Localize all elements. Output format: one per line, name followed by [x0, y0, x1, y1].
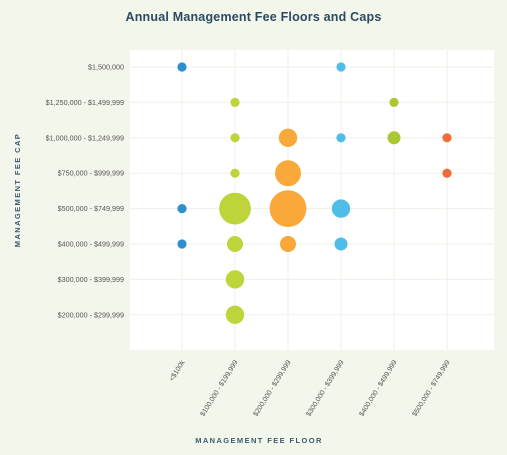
bubble	[269, 190, 307, 228]
x-tick-label: $200,000 - $299,999	[253, 359, 293, 418]
bubble	[177, 62, 187, 72]
bubble	[275, 160, 301, 187]
y-tick-labels: $1,500,000 $1,250,000 - $1,499,999 $1,000,…	[46, 63, 124, 320]
bubble	[177, 239, 187, 249]
y-tick-label: $1,000,000 - $1,249,999	[46, 133, 124, 142]
bubble	[442, 133, 452, 143]
bubble	[280, 236, 296, 252]
y-tick-label: $1,250,000 - $1,499,999	[46, 98, 124, 107]
bubble	[387, 131, 401, 145]
bubble	[336, 133, 346, 143]
y-tick-label: $400,000 - $499,999	[58, 240, 124, 249]
bubble	[336, 62, 346, 72]
bubble	[230, 168, 240, 178]
x-tick-labels: <$100k $100,000 - $199,999 $200,000 - $299…	[168, 359, 451, 418]
bubble	[219, 192, 251, 225]
bubble	[230, 133, 240, 143]
bubble	[177, 204, 187, 214]
bubble	[225, 270, 245, 289]
y-tick-label: $200,000 - $299,999	[58, 310, 124, 319]
x-tick-label: $100,000 - $199,999	[200, 359, 240, 418]
bubble	[334, 237, 348, 251]
y-tick-label: $300,000 - $399,999	[58, 275, 124, 284]
bubble	[227, 236, 243, 252]
x-tick-label: $300,000 - $399,999	[306, 359, 346, 418]
x-tick-label: $400,000 - $499,999	[359, 359, 399, 418]
plot-area	[130, 50, 494, 350]
bubble	[225, 305, 245, 324]
bubble	[278, 128, 298, 147]
y-axis-label: MANAGEMENT FEE CAP	[13, 133, 22, 247]
bubble	[389, 97, 399, 107]
x-tick-label: <$100k	[168, 359, 186, 383]
y-tick-label: $500,000 - $749,999	[58, 204, 124, 213]
x-tick-label: $500,000 - $749,999	[412, 359, 452, 418]
y-tick-label: $1,500,000	[88, 63, 124, 72]
bubble	[442, 168, 452, 178]
bubble	[331, 199, 351, 218]
bubble	[230, 97, 240, 107]
x-axis-label: MANAGEMENT FEE FLOOR	[195, 436, 323, 445]
y-tick-label: $750,000 - $999,999	[58, 169, 124, 178]
bubbles	[177, 62, 452, 324]
chart-title: Annual Management Fee Floors and Caps	[125, 10, 382, 24]
